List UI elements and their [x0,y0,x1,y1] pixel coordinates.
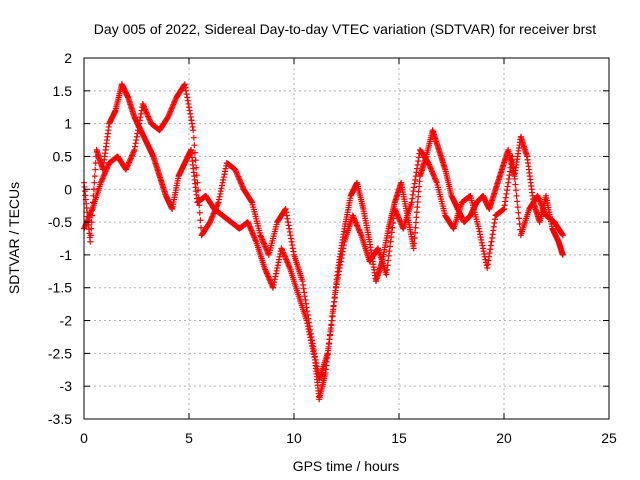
data-point-marker [91,173,98,180]
x-tick-label: 10 [286,430,302,446]
chart-title: Day 005 of 2022, Sidereal Day-to-day VTE… [94,21,596,37]
data-point-marker [416,178,423,185]
data-point-marker [91,179,98,186]
data-point-marker [414,198,421,205]
data-point-marker [559,251,566,258]
x-axis-label: GPS time / hours [293,458,400,474]
data-point-marker [190,127,197,134]
data-point-marker [510,159,516,166]
y-tick-label: -1 [60,247,73,263]
y-tick-label: -2 [60,313,73,329]
data-point-marker [192,157,199,164]
data-point-marker [192,149,198,156]
data-point-marker [411,235,418,242]
y-tick-label: 0 [64,181,72,197]
data-point-marker [193,164,200,171]
data-point-marker [411,240,418,247]
plot-frame [83,57,610,420]
data-point-marker [87,232,94,239]
data-point-marker [92,166,99,173]
data-point-marker [410,245,417,252]
data-point-marker [194,179,201,186]
data-point-marker [513,192,520,199]
data-point-marker [559,232,566,239]
x-tick-label: 15 [391,430,407,446]
data-point-marker [509,153,516,160]
data-point-marker [193,172,200,179]
data-point-marker [413,209,420,216]
data-point-marker [414,204,421,211]
data-point-marker [416,183,423,190]
data-point-marker [513,187,519,194]
data-point-marker [514,198,521,205]
x-tick-label: 25 [601,430,617,446]
y-tick-label: 1.5 [53,83,73,99]
y-tick-label: -3 [60,378,73,394]
y-tick-label: -1.5 [48,280,72,296]
axis-ticks: 0 5 10 15 20 25 2 1.5 1 0.5 0 -0.5 -1 -1.5 -2 -2.5 -3 -3.… [48,50,617,446]
x-tick-label: 0 [80,430,88,446]
x-tick-label: 20 [496,430,512,446]
y-tick-label: -0.5 [48,214,72,230]
y-tick-label: 0.5 [53,148,73,164]
data-point-marker [412,219,419,226]
y-tick-label: -3.5 [48,411,72,427]
series-markers [81,81,566,403]
data-point-marker [516,215,522,222]
data-point-marker [195,194,202,201]
data-point-marker [413,214,420,221]
data-point-marker [415,193,422,200]
data-point-marker [191,142,198,149]
data-point-marker [196,209,203,216]
data-point-marker [512,181,519,188]
y-axis-label: SDTVAR / TECUs [6,182,22,294]
data-point-marker [412,224,419,231]
data-point-marker [510,164,517,171]
data-point-marker [90,186,97,193]
data-point-marker [511,170,518,177]
data-point-marker [195,187,201,194]
data-point-marker [515,209,522,216]
x-tick-label: 5 [185,430,193,446]
y-tick-label: 1 [64,116,72,132]
data-point-marker [511,175,518,182]
data-point-marker [514,204,521,211]
data-point-marker [198,224,204,231]
y-tick-label: -2.5 [48,345,72,361]
data-point-marker [412,229,419,236]
data-point-marker [87,238,94,245]
data-point-marker [190,134,197,141]
grid-layer [84,58,609,419]
data-point-marker [197,217,204,224]
data-point-marker [196,202,203,209]
data-point-marker [88,225,95,232]
y-tick-label: 2 [64,50,72,66]
data-point-marker [415,188,422,195]
